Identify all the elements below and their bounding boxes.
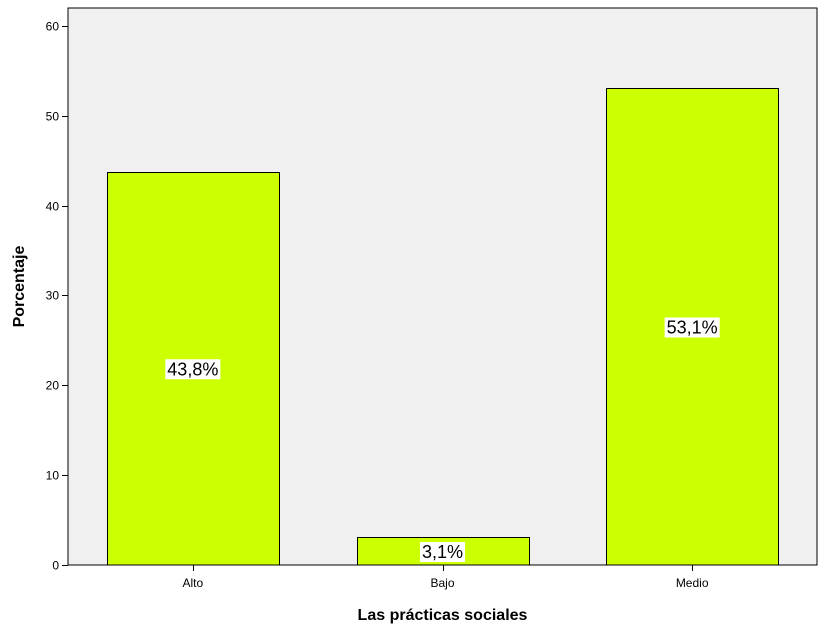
data-label-text: 53,1% <box>667 317 718 337</box>
x-axis-title: Las prácticas sociales <box>358 607 528 624</box>
y-tick-label: 50 <box>46 110 60 124</box>
y-tick-label: 40 <box>46 200 60 214</box>
data-label-background <box>165 359 221 380</box>
y-tick-label: 20 <box>46 379 60 393</box>
data-label-medio: 53,1% <box>664 317 720 338</box>
y-axis: 0 10 20 30 40 50 60 <box>46 20 68 573</box>
x-axis: Alto Bajo Medio <box>182 565 709 590</box>
bars-layer <box>107 88 779 566</box>
y-tick-label: 10 <box>46 469 60 483</box>
y-axis-title: Porcentaje <box>11 245 28 327</box>
x-tick-label-bajo: Bajo <box>430 576 454 590</box>
y-tick-label: 30 <box>46 289 60 303</box>
data-label-background <box>664 317 720 338</box>
x-tick-label-alto: Alto <box>182 576 203 590</box>
data-label-text: 3,1% <box>422 542 463 562</box>
data-label-text: 43,8% <box>167 359 218 379</box>
y-tick-label: 60 <box>46 20 60 34</box>
data-label-bajo: 3,1% <box>419 542 466 563</box>
data-label-alto: 43,8% <box>165 359 221 380</box>
x-tick-label-medio: Medio <box>676 576 709 590</box>
data-labels-layer: 43,8% 3,1% 53,1% <box>165 317 720 563</box>
y-tick-label: 0 <box>52 559 59 573</box>
data-label-background <box>419 542 466 563</box>
